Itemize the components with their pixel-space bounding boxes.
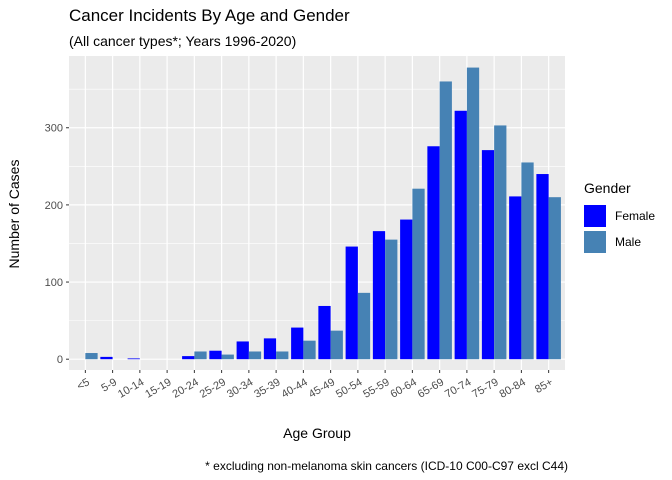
y-axis: 0 100 200 300 (45, 123, 69, 366)
legend-label-female: Female (615, 209, 656, 223)
y-tick-label: 300 (45, 123, 63, 135)
x-tick-label: 80-84 (498, 376, 528, 400)
bar-female-10 (345, 246, 358, 360)
x-tick-label: 50-54 (334, 376, 364, 400)
y-tick-label: 100 (45, 277, 63, 289)
x-tick-label: 10-14 (116, 376, 146, 400)
x-tick-label: 60-64 (389, 376, 419, 400)
x-tick-label: <5 (75, 376, 92, 393)
bar-female-17 (536, 174, 549, 360)
x-tick-label: 85+ (533, 376, 555, 396)
legend-title: Gender (584, 180, 631, 196)
chart-title: Cancer Incidents By Age and Gender (69, 6, 350, 25)
bar-female-1 (100, 356, 113, 360)
bar-female-4 (182, 356, 195, 360)
x-tick-label: 70-74 (443, 376, 473, 400)
bar-male-15 (494, 125, 507, 360)
x-axis-title: Age Group (283, 425, 351, 441)
x-tick-label: 25-29 (198, 376, 228, 400)
bar-male-9 (330, 330, 343, 360)
bar-male-13 (439, 81, 452, 360)
bar-female-8 (291, 327, 304, 360)
legend-swatch-male (584, 231, 606, 253)
bar-male-8 (303, 340, 316, 360)
bar-male-12 (412, 188, 425, 360)
chart-subtitle: (All cancer types*; Years 1996-2020) (69, 33, 297, 49)
x-tick-label: 15-19 (143, 376, 173, 400)
bar-female-15 (481, 150, 495, 360)
y-tick-label: 200 (45, 200, 63, 212)
y-axis-title: Number of Cases (6, 160, 22, 269)
legend-label-male: Male (615, 235, 642, 249)
bar-male-16 (521, 162, 534, 360)
bar-male-0 (85, 353, 98, 360)
bar-female-5 (209, 350, 222, 360)
x-tick-label: 45-49 (307, 376, 337, 400)
bar-male-11 (385, 239, 398, 360)
bar-female-13 (427, 146, 440, 360)
x-tick-label: 30-34 (225, 376, 255, 400)
bars (85, 67, 561, 360)
bar-female-2 (127, 358, 140, 360)
bar-male-5 (221, 354, 234, 360)
bar-male-7 (276, 351, 289, 360)
bar-male-10 (357, 292, 371, 360)
legend-swatch-female (584, 205, 606, 227)
x-tick-label: 35-39 (252, 376, 282, 400)
bar-male-6 (248, 351, 262, 360)
bar-male-17 (548, 197, 561, 360)
bar-female-12 (400, 219, 413, 360)
chart-caption: * excluding non-melanoma skin cancers (I… (205, 459, 568, 473)
x-tick-label: 20-24 (170, 376, 200, 400)
x-axis: <5 5-910-1415-1920-2425-2930-3435-3940-44… (75, 370, 555, 401)
x-tick-label: 75-79 (470, 376, 500, 400)
legend-item-male: Male (584, 229, 655, 255)
bar-female-11 (372, 231, 386, 360)
legend-item-female: Female (584, 203, 655, 229)
x-tick-label: 40-44 (280, 376, 310, 400)
x-tick-label: 55-59 (361, 376, 391, 400)
bar-female-14 (454, 110, 467, 360)
bar-female-6 (236, 341, 249, 360)
bar-female-9 (318, 305, 331, 360)
y-tick-label: 0 (57, 354, 63, 366)
x-tick-label: 65-69 (416, 376, 446, 400)
bar-male-4 (194, 351, 207, 360)
bar-male-14 (466, 67, 480, 360)
legend: Gender Female Male (584, 180, 655, 255)
bar-female-16 (509, 196, 522, 360)
bar-female-7 (263, 338, 277, 360)
